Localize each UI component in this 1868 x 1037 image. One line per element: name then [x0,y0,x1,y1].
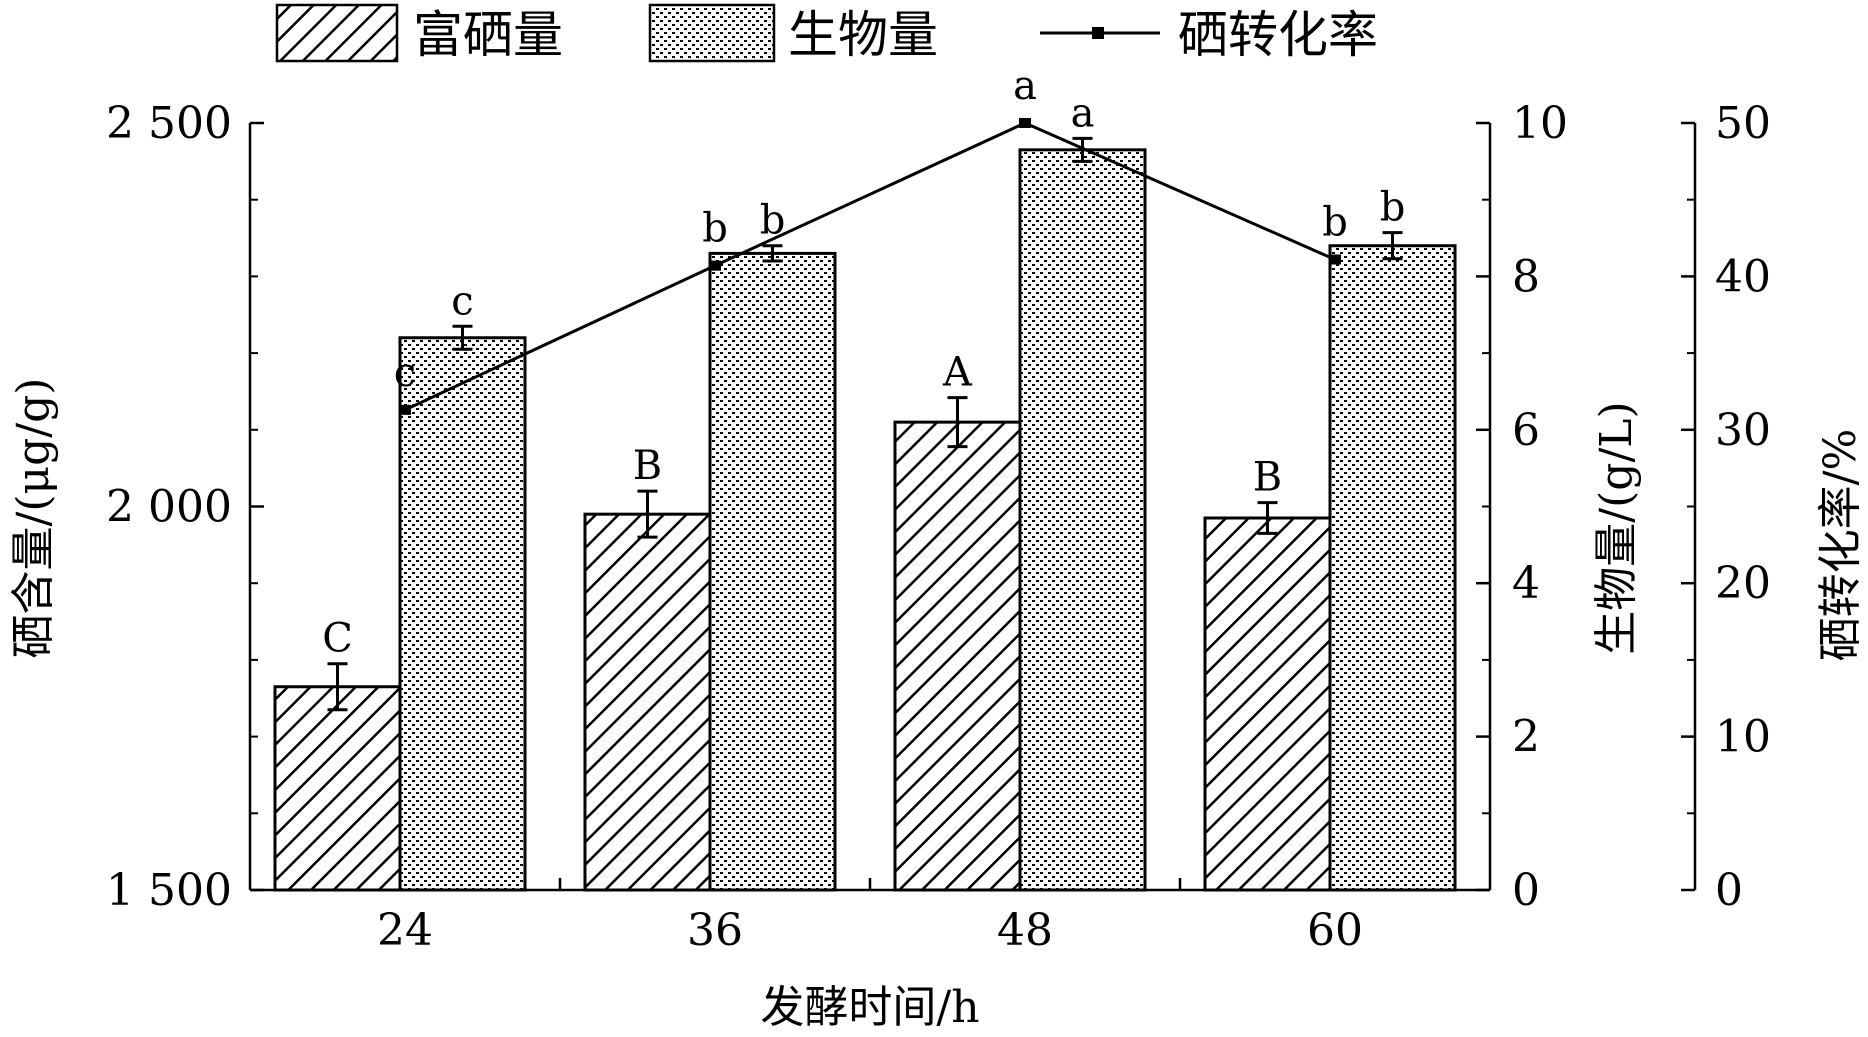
third-tick-label: 0 [1715,865,1743,916]
third-tick-label: 50 [1715,98,1771,149]
legend: 富硒量 生物量 硒转化率 [275,3,1378,64]
third-tick-label: 30 [1715,405,1771,456]
x-tick-label: 24 [377,905,433,956]
bar-selenium-36 [583,512,712,892]
significance-label: c [394,350,416,396]
legend-label-conversion: 硒转化率 [1178,6,1378,64]
bar-biomass-60 [1328,244,1457,892]
third-tick-label: 10 [1715,712,1771,763]
bar-selenium-60 [1203,516,1332,892]
significance-label: b [1380,185,1406,231]
legend-marker-conversion [1092,27,1104,39]
left-tick-label: 1 500 [106,865,232,916]
bar-biomass-36 [708,251,837,892]
bar-biomass-24 [398,336,527,892]
error-bar [762,244,783,263]
conversion-line-series: c b a b [394,63,1348,415]
bars: C B A Bc b a b [273,90,1457,892]
x-tick-label: 36 [687,905,743,956]
conversion-point [1329,254,1341,265]
significance-label: a [1071,90,1095,136]
error-bar [947,396,968,449]
error-bar [1257,501,1278,535]
right-axis-title-conversion: 硒转化率/% [1815,429,1866,662]
conversion-point [399,404,411,415]
error-bar [452,324,473,351]
legend-label-selenium: 富硒量 [413,6,563,64]
bar-selenium-48 [893,420,1022,892]
right-tick-label: 6 [1512,405,1540,456]
right-tick-label: 2 [1512,712,1540,763]
right-tick-label: 0 [1512,865,1540,916]
significance-label: c [451,278,473,324]
significance-label: C [322,616,353,662]
x-tick-label: 60 [1307,905,1363,956]
legend-swatch-selenium [275,3,399,63]
legend-label-biomass: 生物量 [788,6,938,64]
error-bar [327,662,348,712]
right-tick-label: 8 [1512,251,1540,302]
significance-label: b [760,198,786,244]
significance-label: B [1253,455,1282,501]
conversion-point [1019,118,1031,128]
left-tick-label: 2 000 [106,482,232,533]
significance-label: A [942,350,973,396]
right-tick-label: 4 [1512,558,1540,609]
right-tick-label: 10 [1512,98,1568,149]
conversion-line [404,121,1336,412]
significance-label: a [1013,63,1037,109]
significance-label: B [633,443,662,489]
left-axis-title: 硒含量/(μg/g) [8,378,59,659]
left-tick-label: 2 500 [106,98,232,149]
third-tick-label: 20 [1715,558,1771,609]
x-tick-label: 48 [997,905,1053,956]
error-bar [637,489,658,539]
legend-swatch-biomass [648,3,776,63]
bar-selenium-24 [273,685,402,892]
third-tick-label: 40 [1715,251,1771,302]
x-axis-title: 发酵时间/h [760,982,979,1033]
error-bar [1382,231,1403,261]
significance-label: b [1322,200,1348,246]
significance-label: b [702,206,728,252]
conversion-point [709,260,721,271]
right-axis-title-biomass: 生物量/(g/L) [1591,401,1642,654]
bar-biomass-48 [1018,148,1147,892]
